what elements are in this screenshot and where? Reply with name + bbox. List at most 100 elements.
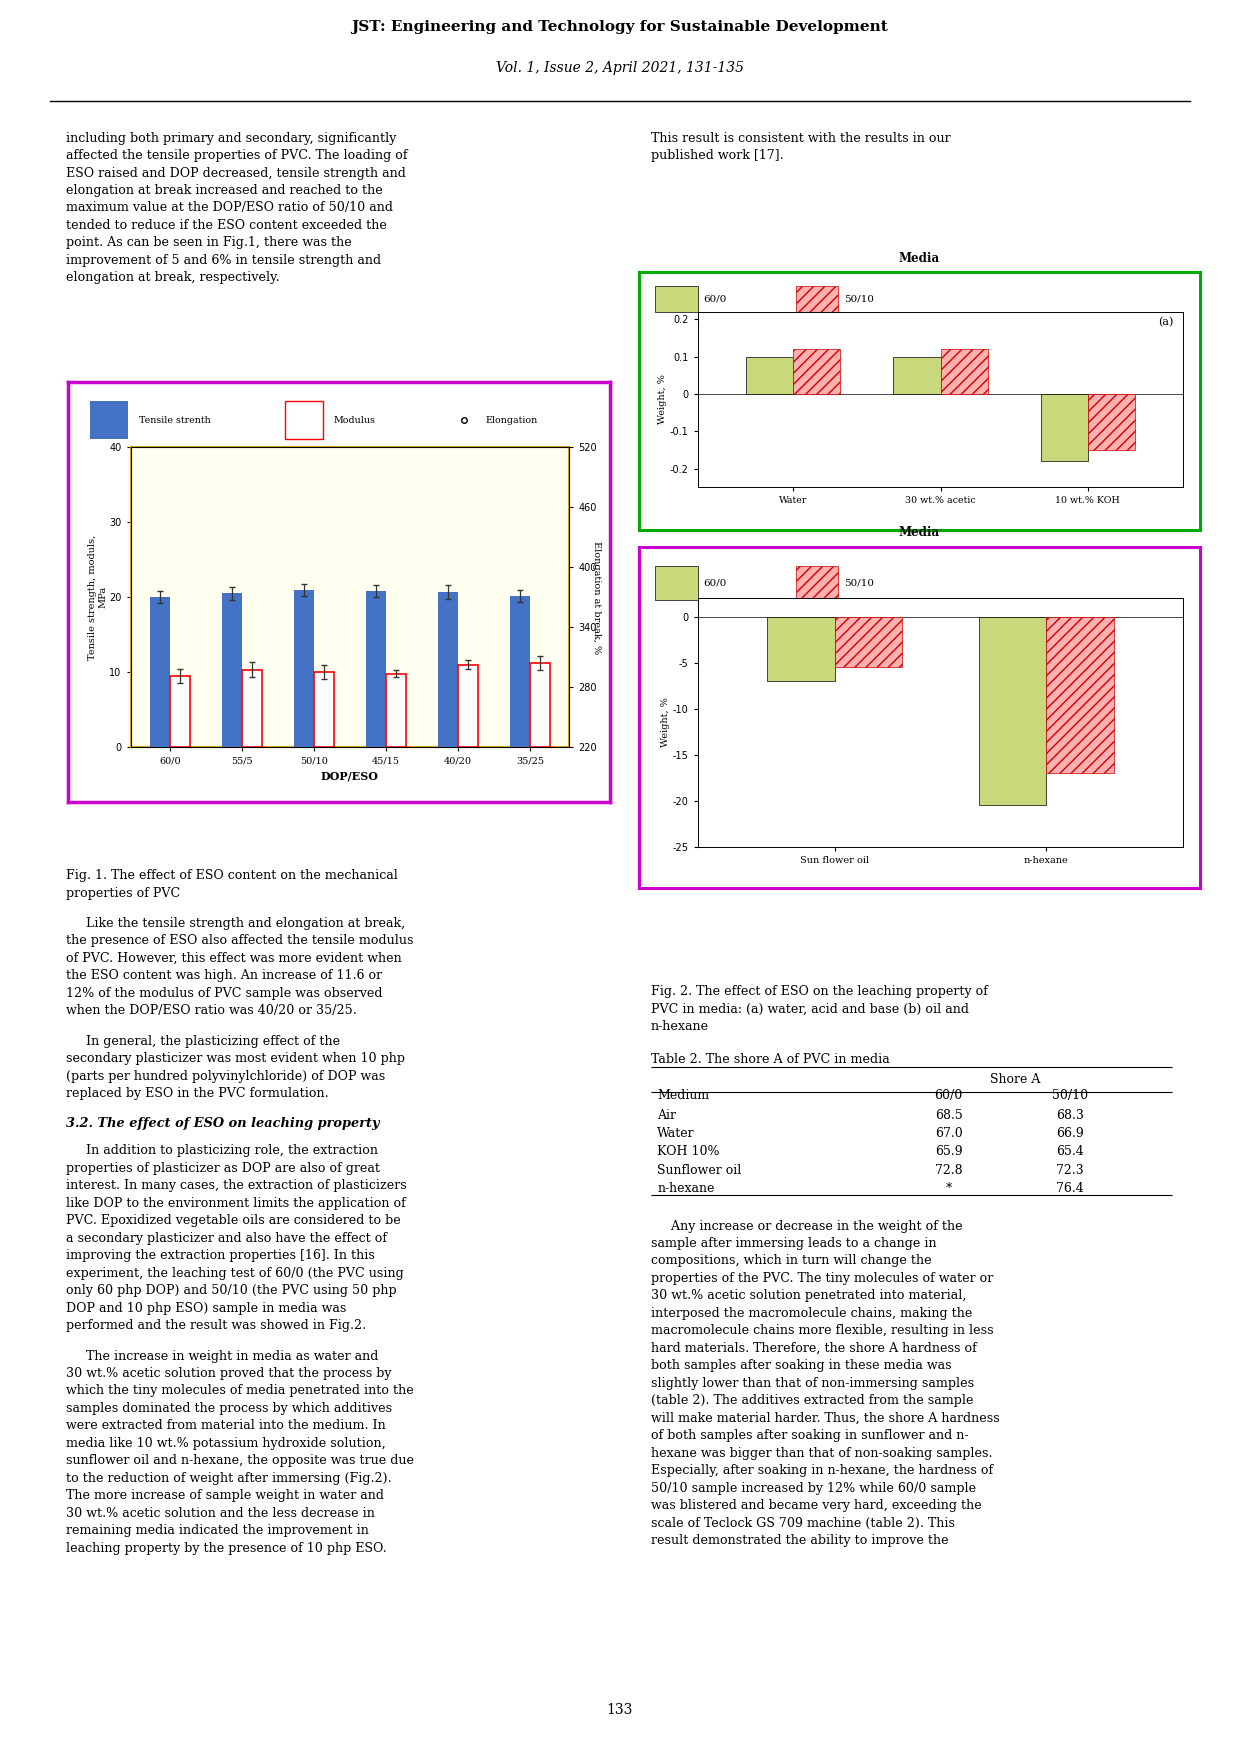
Text: ESO raised and DOP decreased, tensile strength and: ESO raised and DOP decreased, tensile st… bbox=[66, 167, 405, 179]
Text: like DOP to the environment limits the application of: like DOP to the environment limits the a… bbox=[66, 1196, 405, 1210]
Bar bbox=[314, 672, 334, 747]
Text: of both samples after soaking in sunflower and n-: of both samples after soaking in sunflow… bbox=[651, 1430, 968, 1442]
Bar bbox=[940, 349, 987, 395]
Text: PVC. Epoxidized vegetable oils are considered to be: PVC. Epoxidized vegetable oils are consi… bbox=[66, 1214, 401, 1228]
Text: improvement of 5 and 6% in tensile strength and: improvement of 5 and 6% in tensile stren… bbox=[66, 254, 381, 267]
Text: Fig. 1. The effect of ESO content on the mechanical: Fig. 1. The effect of ESO content on the… bbox=[66, 868, 398, 882]
Text: affected the tensile properties of PVC. The loading of: affected the tensile properties of PVC. … bbox=[66, 149, 407, 161]
Text: published work [17].: published work [17]. bbox=[651, 149, 784, 161]
Text: In general, the plasticizing effect of the: In general, the plasticizing effect of t… bbox=[66, 1035, 340, 1047]
Text: was blistered and became very hard, exceeding the: was blistered and became very hard, exce… bbox=[651, 1500, 982, 1512]
Bar bbox=[386, 674, 407, 747]
Text: sample after immersing leads to a change in: sample after immersing leads to a change… bbox=[651, 1237, 936, 1251]
Text: 50/10: 50/10 bbox=[843, 295, 874, 303]
Bar bbox=[242, 670, 262, 747]
Text: Modulus: Modulus bbox=[334, 416, 376, 424]
X-axis label: DOP/ESO: DOP/ESO bbox=[321, 770, 379, 782]
Text: 50/10: 50/10 bbox=[1052, 1089, 1089, 1102]
Text: 72.8: 72.8 bbox=[935, 1163, 962, 1177]
Text: the ESO content was high. An increase of 11.6 or: the ESO content was high. An increase of… bbox=[66, 970, 382, 982]
Bar bbox=[1040, 395, 1087, 461]
Bar bbox=[794, 349, 841, 395]
Text: performed and the result was showed in Fig.2.: performed and the result was showed in F… bbox=[66, 1319, 366, 1331]
Text: hard materials. Therefore, the shore A hardness of: hard materials. Therefore, the shore A h… bbox=[651, 1342, 977, 1354]
Text: In addition to plasticizing role, the extraction: In addition to plasticizing role, the ex… bbox=[66, 1144, 378, 1158]
Text: The increase in weight in media as water and: The increase in weight in media as water… bbox=[66, 1349, 378, 1363]
Text: 60/0: 60/0 bbox=[703, 579, 727, 588]
Text: compositions, which in turn will change the: compositions, which in turn will change … bbox=[651, 1254, 931, 1268]
Text: were extracted from material into the medium. In: were extracted from material into the me… bbox=[66, 1419, 386, 1433]
Y-axis label: Weight, %: Weight, % bbox=[661, 698, 670, 747]
Text: Sunflower oil: Sunflower oil bbox=[657, 1163, 742, 1177]
Text: 66.9: 66.9 bbox=[1056, 1126, 1084, 1140]
Bar bbox=[656, 567, 698, 600]
Text: (parts per hundred polyvinylchloride) of DOP was: (parts per hundred polyvinylchloride) of… bbox=[66, 1070, 384, 1082]
Bar bbox=[294, 589, 314, 747]
Text: n-hexane: n-hexane bbox=[657, 1182, 714, 1194]
Y-axis label: Tensile strength, moduls,
MPa: Tensile strength, moduls, MPa bbox=[88, 535, 108, 660]
Bar bbox=[656, 286, 698, 312]
Text: Media: Media bbox=[899, 253, 940, 265]
Bar bbox=[438, 591, 458, 747]
Bar bbox=[150, 596, 170, 747]
Text: including both primary and secondary, significantly: including both primary and secondary, si… bbox=[66, 132, 396, 144]
Text: 50/10: 50/10 bbox=[843, 579, 874, 588]
Text: KOH 10%: KOH 10% bbox=[657, 1145, 719, 1158]
Text: 60/0: 60/0 bbox=[935, 1089, 962, 1102]
Text: Elongation: Elongation bbox=[485, 416, 538, 424]
Bar bbox=[746, 356, 794, 395]
Text: which the tiny molecules of media penetrated into the: which the tiny molecules of media penetr… bbox=[66, 1384, 413, 1398]
Bar bbox=[529, 663, 551, 747]
Text: 68.5: 68.5 bbox=[935, 1109, 962, 1121]
Text: experiment, the leaching test of 60/0 (the PVC using: experiment, the leaching test of 60/0 (t… bbox=[66, 1266, 403, 1280]
Text: tended to reduce if the ESO content exceeded the: tended to reduce if the ESO content exce… bbox=[66, 219, 387, 232]
Text: Like the tensile strength and elongation at break,: Like the tensile strength and elongation… bbox=[66, 917, 405, 930]
Text: 50/10 sample increased by 12% while 60/0 sample: 50/10 sample increased by 12% while 60/0… bbox=[651, 1482, 976, 1494]
Text: Media: Media bbox=[899, 526, 940, 538]
Bar bbox=[366, 591, 386, 747]
Text: only 60 php DOP) and 50/10 (the PVC using 50 php: only 60 php DOP) and 50/10 (the PVC usin… bbox=[66, 1284, 397, 1298]
Text: interest. In many cases, the extraction of plasticizers: interest. In many cases, the extraction … bbox=[66, 1179, 407, 1193]
Text: The more increase of sample weight in water and: The more increase of sample weight in wa… bbox=[66, 1489, 383, 1501]
Text: media like 10 wt.% potassium hydroxide solution,: media like 10 wt.% potassium hydroxide s… bbox=[66, 1437, 386, 1451]
Text: hexane was bigger than that of non-soaking samples.: hexane was bigger than that of non-soaki… bbox=[651, 1447, 992, 1459]
Text: PVC in media: (a) water, acid and base (b) oil and: PVC in media: (a) water, acid and base (… bbox=[651, 1003, 968, 1016]
Text: a secondary plasticizer and also have the effect of: a secondary plasticizer and also have th… bbox=[66, 1231, 387, 1245]
Text: *: * bbox=[945, 1182, 952, 1194]
Bar bbox=[510, 596, 529, 747]
Text: n-hexane: n-hexane bbox=[651, 1019, 709, 1033]
Bar bbox=[1047, 617, 1114, 774]
Bar bbox=[978, 617, 1047, 805]
Text: improving the extraction properties [16]. In this: improving the extraction properties [16]… bbox=[66, 1249, 374, 1263]
Text: scale of Teclock GS 709 machine (table 2). This: scale of Teclock GS 709 machine (table 2… bbox=[651, 1517, 955, 1529]
Text: Table 2. The shore A of PVC in media: Table 2. The shore A of PVC in media bbox=[651, 1054, 890, 1066]
Text: 60/0: 60/0 bbox=[703, 295, 727, 303]
Text: macromolecule chains more flexible, resulting in less: macromolecule chains more flexible, resu… bbox=[651, 1324, 993, 1337]
Text: 12% of the modulus of PVC sample was observed: 12% of the modulus of PVC sample was obs… bbox=[66, 988, 382, 1000]
Text: samples dominated the process by which additives: samples dominated the process by which a… bbox=[66, 1401, 392, 1415]
Text: Shore A: Shore A bbox=[991, 1073, 1040, 1086]
Text: 72.3: 72.3 bbox=[1056, 1163, 1084, 1177]
Text: elongation at break, respectively.: elongation at break, respectively. bbox=[66, 272, 279, 284]
Text: Fig. 2. The effect of ESO on the leaching property of: Fig. 2. The effect of ESO on the leachin… bbox=[651, 986, 988, 998]
Bar bbox=[835, 617, 903, 667]
Text: (table 2). The additives extracted from the sample: (table 2). The additives extracted from … bbox=[651, 1394, 973, 1407]
Text: Water: Water bbox=[657, 1126, 694, 1140]
Text: elongation at break increased and reached to the: elongation at break increased and reache… bbox=[66, 184, 382, 196]
Bar bbox=[1087, 395, 1135, 449]
Text: JST: Engineering and Technology for Sustainable Development: JST: Engineering and Technology for Sust… bbox=[352, 19, 888, 33]
Text: 3.2. The effect of ESO on leaching property: 3.2. The effect of ESO on leaching prope… bbox=[66, 1117, 379, 1130]
Text: Tensile strenth: Tensile strenth bbox=[139, 416, 211, 424]
Text: 133: 133 bbox=[606, 1703, 634, 1717]
Text: properties of PVC: properties of PVC bbox=[66, 886, 180, 900]
Text: of PVC. However, this effect was more evident when: of PVC. However, this effect was more ev… bbox=[66, 952, 402, 965]
Text: 30 wt.% acetic solution penetrated into material,: 30 wt.% acetic solution penetrated into … bbox=[651, 1289, 966, 1303]
Text: Vol. 1, Issue 2, April 2021, 131-135: Vol. 1, Issue 2, April 2021, 131-135 bbox=[496, 61, 744, 75]
Text: will make material harder. Thus, the shore A hardness: will make material harder. Thus, the sho… bbox=[651, 1412, 999, 1424]
Text: point. As can be seen in Fig.1, there was the: point. As can be seen in Fig.1, there wa… bbox=[66, 237, 351, 249]
Text: 68.3: 68.3 bbox=[1056, 1109, 1084, 1121]
Text: (a): (a) bbox=[1158, 317, 1174, 328]
Bar bbox=[893, 356, 940, 395]
Text: secondary plasticizer was most evident when 10 php: secondary plasticizer was most evident w… bbox=[66, 1052, 404, 1065]
Text: This result is consistent with the results in our: This result is consistent with the resul… bbox=[651, 132, 951, 144]
